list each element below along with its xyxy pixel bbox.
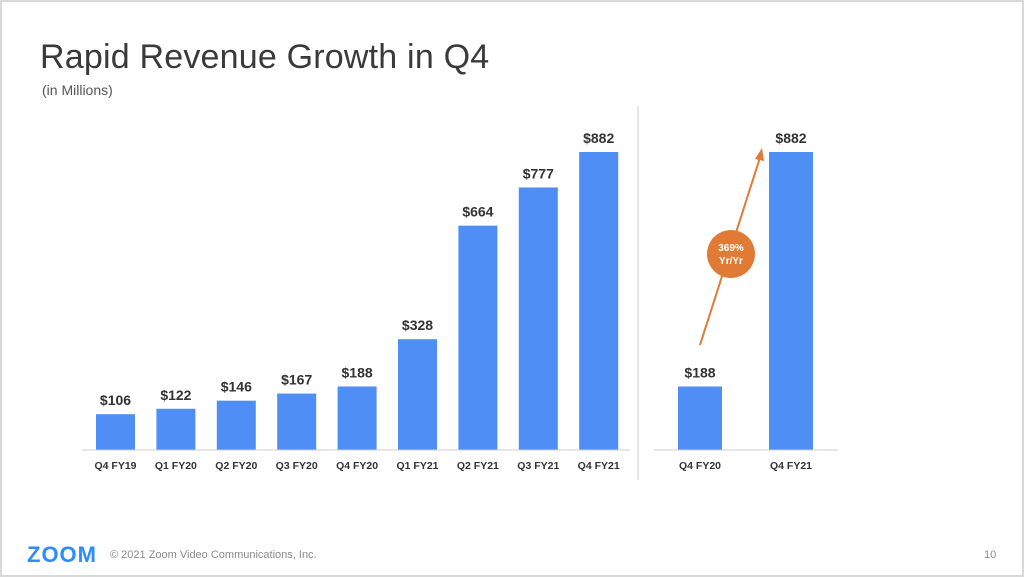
trend-value-label-0: $106 — [100, 392, 131, 408]
slide-subtitle: (in Millions) — [42, 82, 113, 98]
yoy-category-label-0: Q4 FY20 — [679, 460, 721, 472]
yoy-value-label-0: $188 — [684, 364, 715, 380]
growth-badge — [707, 230, 755, 278]
trend-category-label-3: Q3 FY20 — [276, 460, 318, 472]
trend-bar-5 — [398, 339, 437, 450]
yoy-category-label-1: Q4 FY21 — [770, 460, 812, 472]
trend-category-label-0: Q4 FY19 — [94, 460, 136, 472]
trend-value-label-6: $664 — [462, 204, 493, 220]
arrow-head-icon — [755, 148, 764, 161]
copyright-text: © 2021 Zoom Video Communications, Inc. — [110, 549, 317, 561]
yoy-value-label-1: $882 — [775, 130, 806, 146]
trend-value-label-5: $328 — [402, 317, 433, 333]
trend-bar-1 — [156, 408, 196, 450]
slide-title: Rapid Revenue Growth in Q4 — [40, 38, 490, 76]
trend-value-label-1: $122 — [160, 387, 191, 403]
growth-badge-percent: 369% — [718, 243, 744, 254]
trend-category-label-7: Q3 FY21 — [517, 460, 559, 472]
trend-bar-3 — [277, 393, 317, 450]
trend-bar-4 — [337, 386, 377, 450]
trend-value-label-2: $146 — [221, 379, 252, 395]
yoy-bar-0 — [678, 386, 722, 450]
page-number: 10 — [984, 549, 997, 561]
trend-category-label-1: Q1 FY20 — [155, 460, 197, 472]
trend-value-label-8: $882 — [583, 130, 614, 146]
trend-bar-8 — [579, 152, 619, 450]
trend-bar-7 — [518, 187, 558, 450]
trend-bar-2 — [216, 400, 256, 450]
trend-category-label-6: Q2 FY21 — [457, 460, 499, 472]
trend-category-label-5: Q1 FY21 — [396, 460, 438, 472]
yoy-bar-1 — [769, 152, 813, 450]
zoom-logo: ZOOM — [27, 542, 97, 567]
growth-badge-period: Yr/Yr — [719, 256, 743, 267]
trend-category-label-8: Q4 FY21 — [578, 460, 620, 472]
trend-bar-6 — [458, 225, 498, 450]
trend-bar-0 — [96, 414, 135, 450]
trend-value-label-7: $777 — [523, 165, 554, 181]
trend-category-label-4: Q4 FY20 — [336, 460, 378, 472]
trend-category-label-2: Q2 FY20 — [215, 460, 257, 472]
trend-value-label-3: $167 — [281, 372, 312, 388]
trend-value-label-4: $188 — [342, 364, 373, 380]
